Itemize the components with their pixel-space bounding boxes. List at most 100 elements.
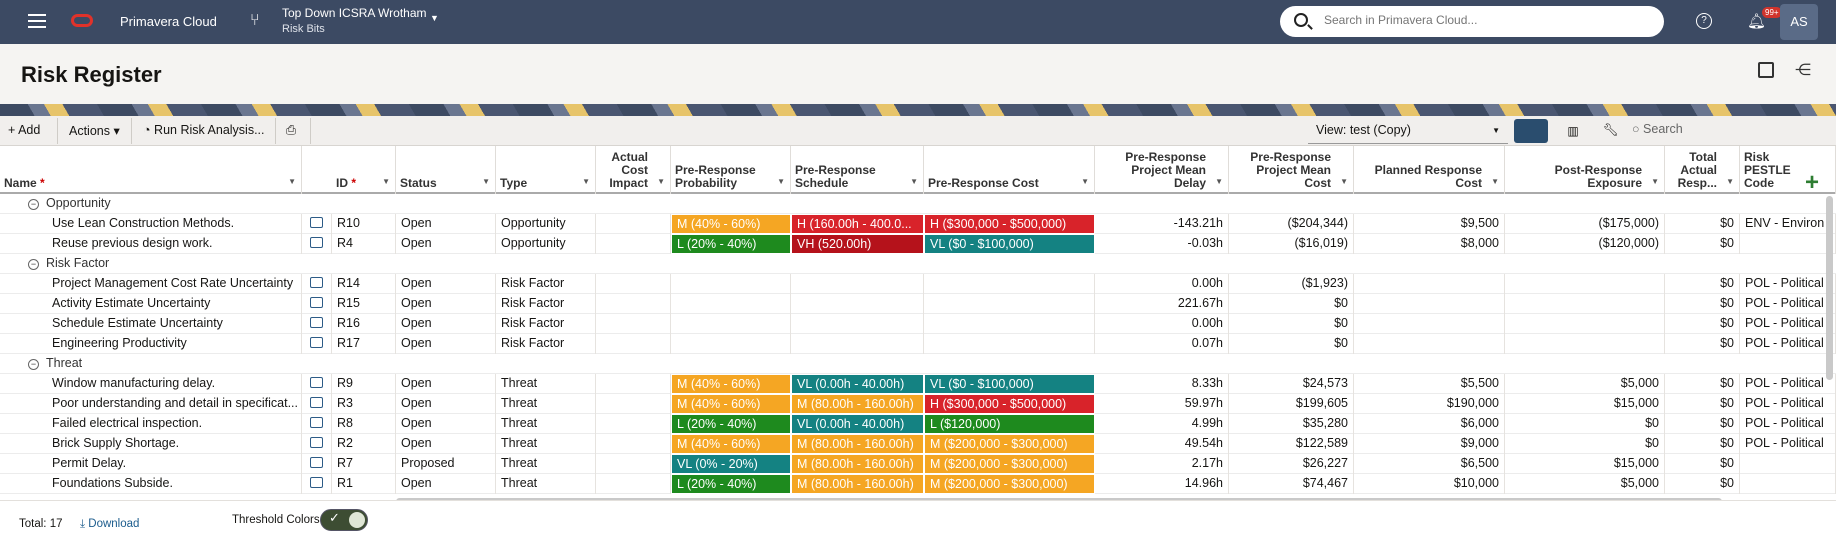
cell-prcost[interactable]: $6,500: [1354, 454, 1505, 474]
cell-prcost[interactable]: $5,500: [1354, 374, 1505, 394]
grid-search[interactable]: ○ Search: [1632, 122, 1683, 136]
cell-prs[interactable]: M (80.00h - 160.00h): [791, 394, 924, 414]
global-search[interactable]: [1280, 6, 1664, 37]
cell-pmc[interactable]: $0: [1229, 314, 1354, 334]
cell-id[interactable]: R1: [332, 474, 396, 494]
cell-type[interactable]: Threat: [496, 454, 596, 474]
column-header-prc[interactable]: Pre-Response Cost ▼: [924, 146, 1095, 194]
cell-pmd[interactable]: 0.00h: [1095, 274, 1229, 294]
cell-prp[interactable]: [671, 274, 791, 294]
column-header-poe[interactable]: Post-Response Exposure ▼: [1505, 146, 1665, 194]
cell-pestle[interactable]: POL - Political: [1740, 374, 1836, 394]
chevron-down-icon[interactable]: ▼: [1215, 177, 1223, 186]
add-button[interactable]: + Add: [8, 123, 41, 137]
view-selector[interactable]: View: test (Copy) ▼: [1308, 118, 1508, 144]
cell-pmc[interactable]: $0: [1229, 294, 1354, 314]
wrench-icon[interactable]: 🔧︎: [1603, 123, 1619, 137]
cell-pmd[interactable]: -143.21h: [1095, 214, 1229, 234]
cell-prcost[interactable]: [1354, 274, 1505, 294]
cell-poe[interactable]: [1505, 274, 1665, 294]
vertical-scrollbar[interactable]: [1826, 196, 1833, 380]
cell-status[interactable]: Open: [396, 374, 496, 394]
cell-pestle[interactable]: [1740, 474, 1836, 494]
cell-pestle[interactable]: POL - Political: [1740, 334, 1836, 354]
cell-prc[interactable]: H ($300,000 - $500,000): [924, 214, 1095, 234]
notes-cell[interactable]: [302, 294, 332, 314]
group-row[interactable]: − Risk Factor: [0, 254, 1836, 274]
cell-aci[interactable]: [596, 314, 671, 334]
cell-prcost[interactable]: [1354, 314, 1505, 334]
table-row[interactable]: Activity Estimate Uncertainty R15 Open Risk…: [0, 294, 1836, 314]
table-row[interactable]: Poor understanding and detail in specifi…: [0, 394, 1836, 414]
notes-cell[interactable]: [302, 434, 332, 454]
chevron-down-icon[interactable]: ▼: [777, 177, 785, 186]
cell-type[interactable]: Opportunity: [496, 214, 596, 234]
cell-type[interactable]: Risk Factor: [496, 334, 596, 354]
cell-prs[interactable]: [791, 334, 924, 354]
cell-tar[interactable]: $0: [1665, 334, 1740, 354]
cell-pmc[interactable]: $0: [1229, 334, 1354, 354]
cell-id[interactable]: R16: [332, 314, 396, 334]
comment-icon[interactable]: [310, 397, 323, 408]
cell-pestle[interactable]: ENV - Environ: [1740, 214, 1836, 234]
cell-prp[interactable]: M (40% - 60%): [671, 374, 791, 394]
notes-cell[interactable]: [302, 334, 332, 354]
notes-cell[interactable]: [302, 234, 332, 254]
cell-pmd[interactable]: 59.97h: [1095, 394, 1229, 414]
cell-status[interactable]: Open: [396, 434, 496, 454]
cell-id[interactable]: R10: [332, 214, 396, 234]
cell-name[interactable]: Failed electrical inspection.: [0, 414, 302, 434]
cell-prc[interactable]: H ($300,000 - $500,000): [924, 394, 1095, 414]
run-risk-analysis-button[interactable]: ◔ Run Risk Analysis...: [143, 123, 265, 137]
cell-tar[interactable]: $0: [1665, 414, 1740, 434]
global-search-input[interactable]: [1324, 13, 1644, 27]
cell-pestle[interactable]: POL - Political: [1740, 274, 1836, 294]
cell-prp[interactable]: L (20% - 40%): [671, 414, 791, 434]
notes-cell[interactable]: [302, 274, 332, 294]
cell-type[interactable]: Risk Factor: [496, 314, 596, 334]
cell-poe[interactable]: [1505, 334, 1665, 354]
cell-poe[interactable]: $15,000: [1505, 454, 1665, 474]
cell-prs[interactable]: H (160.00h - 400.0...: [791, 214, 924, 234]
table-row[interactable]: Use Lean Construction Methods. R10 Open Opp…: [0, 214, 1836, 234]
cell-status[interactable]: Open: [396, 294, 496, 314]
cell-status[interactable]: Open: [396, 234, 496, 254]
cell-name[interactable]: Schedule Estimate Uncertainty: [0, 314, 302, 334]
cell-type[interactable]: Threat: [496, 374, 596, 394]
cell-name[interactable]: Reuse previous design work.: [0, 234, 302, 254]
cell-aci[interactable]: [596, 454, 671, 474]
cell-prs[interactable]: [791, 294, 924, 314]
cell-prcost[interactable]: $9,500: [1354, 214, 1505, 234]
share-icon[interactable]: ⋲: [1795, 62, 1811, 79]
cell-id[interactable]: R9: [332, 374, 396, 394]
table-row[interactable]: Failed electrical inspection. R8 Open Threa…: [0, 414, 1836, 434]
cell-prs[interactable]: M (80.00h - 160.00h): [791, 454, 924, 474]
cell-name[interactable]: Project Management Cost Rate Uncertainty: [0, 274, 302, 294]
cell-pmc[interactable]: $35,280: [1229, 414, 1354, 434]
column-header-name[interactable]: Name * ▼: [0, 146, 302, 194]
cell-pmd[interactable]: -0.03h: [1095, 234, 1229, 254]
cell-prp[interactable]: M (40% - 60%): [671, 214, 791, 234]
cell-prc[interactable]: L ($120,000): [924, 414, 1095, 434]
cell-pmd[interactable]: 0.07h: [1095, 334, 1229, 354]
cell-prc[interactable]: M ($200,000 - $300,000): [924, 434, 1095, 454]
cell-prp[interactable]: M (40% - 60%): [671, 434, 791, 454]
cell-aci[interactable]: [596, 414, 671, 434]
chevron-down-icon[interactable]: ▼: [288, 177, 296, 186]
cell-name[interactable]: Brick Supply Shortage.: [0, 434, 302, 454]
download-link[interactable]: ⤓ Download: [80, 518, 140, 530]
collapse-icon[interactable]: −: [28, 259, 39, 270]
cell-tar[interactable]: $0: [1665, 294, 1740, 314]
comment-icon[interactable]: [310, 477, 323, 488]
cell-prcost[interactable]: $190,000: [1354, 394, 1505, 414]
cell-prs[interactable]: VH (520.00h): [791, 234, 924, 254]
notes-cell[interactable]: [302, 454, 332, 474]
chart-view-icon[interactable]: ▥: [1567, 124, 1579, 138]
cell-prs[interactable]: VL (0.00h - 40.00h): [791, 374, 924, 394]
cell-pestle[interactable]: POL - Political: [1740, 434, 1836, 454]
column-header-pestle[interactable]: Risk PESTLE Code: [1740, 146, 1836, 194]
cell-status[interactable]: Proposed: [396, 454, 496, 474]
cell-status[interactable]: Open: [396, 214, 496, 234]
bell-icon[interactable]: 🔔︎: [1747, 13, 1767, 30]
app-name[interactable]: Primavera Cloud: [120, 14, 217, 29]
